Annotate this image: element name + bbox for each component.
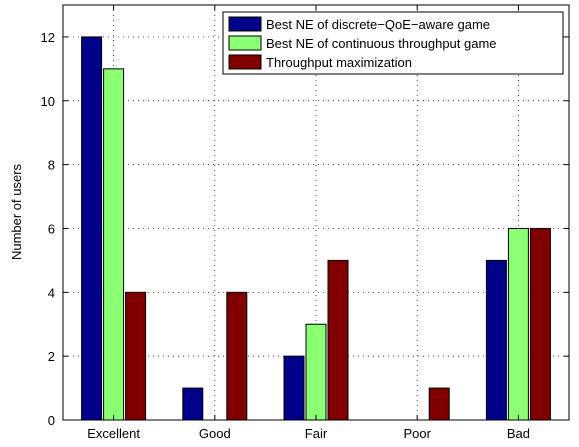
legend-swatch bbox=[228, 16, 262, 32]
legend-label: Best NE of discrete−QoE−aware game bbox=[266, 17, 490, 32]
legend-label: Throughput maximization bbox=[266, 55, 412, 70]
bar bbox=[428, 387, 450, 421]
y-tick-label: 10 bbox=[41, 94, 55, 109]
x-tick-labels: Excellent Good Fair Poor Bad bbox=[87, 426, 530, 441]
y-tick-labels: 0 2 4 6 8 10 12 bbox=[41, 30, 55, 428]
x-tick-label: Bad bbox=[507, 426, 530, 441]
bar bbox=[327, 259, 349, 421]
x-tick-label: Excellent bbox=[87, 426, 140, 441]
bar bbox=[507, 227, 529, 421]
legend-box bbox=[222, 11, 564, 75]
bar bbox=[125, 291, 147, 421]
legend-swatch bbox=[228, 35, 262, 51]
x-tick-label: Poor bbox=[403, 426, 431, 441]
bars bbox=[81, 36, 551, 421]
bar bbox=[103, 68, 125, 421]
bar bbox=[182, 387, 204, 421]
bar bbox=[226, 291, 248, 421]
x-tick-label: Fair bbox=[305, 426, 328, 441]
bar bbox=[81, 36, 103, 421]
bar bbox=[283, 355, 305, 421]
legend-swatch bbox=[228, 54, 262, 70]
x-tick-label: Good bbox=[199, 426, 231, 441]
legend-label: Best NE of continuous throughput game bbox=[266, 36, 497, 51]
y-tick-label: 6 bbox=[48, 221, 55, 236]
bar bbox=[485, 259, 507, 421]
legend: Best NE of discrete−QoE−aware game Best N… bbox=[222, 11, 564, 75]
y-tick-label: 8 bbox=[48, 158, 55, 173]
bar bbox=[529, 227, 551, 421]
axis-ticks bbox=[63, 5, 569, 421]
y-tick-label: 2 bbox=[48, 349, 55, 364]
y-axis-title: Number of users bbox=[9, 163, 24, 260]
bar bbox=[305, 323, 327, 421]
y-tick-label: 4 bbox=[48, 285, 55, 300]
y-tick-label: 12 bbox=[41, 30, 55, 45]
y-tick-label: 0 bbox=[48, 413, 55, 428]
